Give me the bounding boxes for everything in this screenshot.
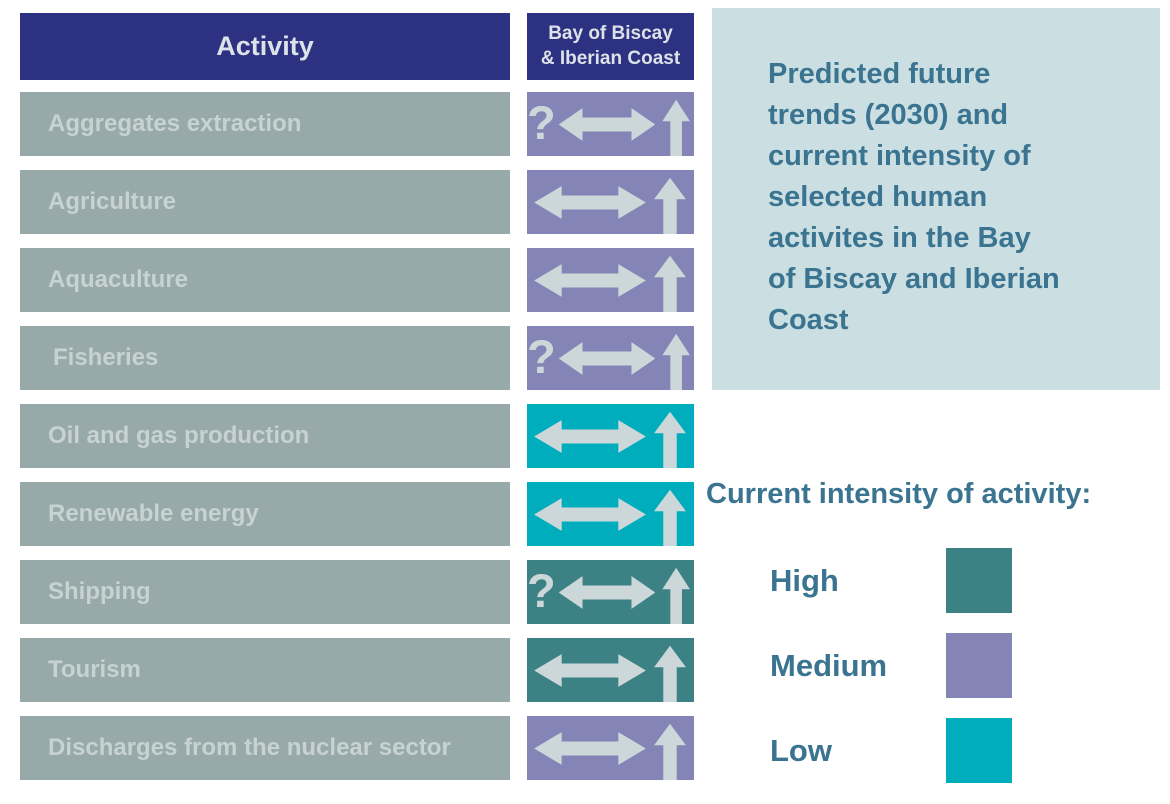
figure-title-line: trends (2030) and (768, 99, 1009, 131)
question-mark-icon: ? (527, 563, 556, 617)
legend-swatch-high (946, 548, 1012, 613)
up-arrow-icon (653, 411, 686, 468)
legend-swatch-medium (946, 633, 1012, 698)
trend-cell: ? (527, 482, 694, 546)
horizontal-double-arrow-icon (533, 185, 646, 219)
activity-row: Renewable energy (20, 482, 510, 546)
activity-label: Discharges from the nuclear sector (48, 734, 451, 761)
figure-title-line: Coast (768, 304, 849, 336)
up-arrow-icon (653, 723, 686, 780)
legend-item-low: Low (712, 718, 1160, 783)
legend-label-high: High (770, 562, 839, 598)
activity-row: Discharges from the nuclear sector (20, 716, 510, 780)
figure-title-line: selected human (768, 181, 988, 213)
question-mark-icon: ? (527, 95, 556, 149)
horizontal-double-arrow-icon (558, 107, 655, 141)
legend-title: Current intensity of activity: (706, 478, 1092, 510)
activity-label: Tourism (48, 656, 141, 683)
up-arrow-icon (653, 645, 686, 702)
activity-header-label: Activity (216, 31, 314, 61)
activity-row: Aquaculture (20, 248, 510, 312)
horizontal-double-arrow-icon (533, 653, 646, 687)
legend-swatch-low (946, 718, 1012, 783)
horizontal-double-arrow-icon (558, 575, 655, 609)
trend-cell: ? (527, 170, 694, 234)
up-arrow-icon (653, 255, 686, 312)
activity-label: Oil and gas production (48, 422, 310, 449)
trend-cell: ? (527, 560, 694, 624)
figure-title-line: activites in the Bay (768, 222, 1031, 254)
activity-row: Tourism (20, 638, 510, 702)
trend-cell: ? (527, 638, 694, 702)
activity-column-header: Activity (20, 13, 510, 80)
region-header-line1: Bay of Biscay (548, 23, 673, 45)
activity-label: Shipping (48, 578, 151, 605)
activity-label: Aquaculture (48, 266, 189, 293)
legend-label-medium: Medium (770, 647, 888, 683)
up-arrow-icon (653, 177, 686, 234)
activity-row: Oil and gas production (20, 404, 510, 468)
activity-label: Fisheries (53, 344, 159, 371)
up-arrow-icon (662, 567, 690, 624)
up-arrow-icon (653, 489, 686, 546)
figure-title-line: of Biscay and Iberian (768, 263, 1060, 295)
activity-label: Aggregates extraction (48, 110, 302, 137)
figure-title: Predicted future trends (2030) and curre… (768, 54, 1140, 341)
horizontal-double-arrow-icon (558, 341, 655, 375)
horizontal-double-arrow-icon (533, 263, 646, 297)
region-header-line2: & Iberian Coast (540, 47, 681, 69)
horizontal-double-arrow-icon (533, 731, 646, 765)
figure-title-line: Predicted future (768, 58, 991, 90)
horizontal-double-arrow-icon (533, 497, 646, 531)
activity-label: Renewable energy (48, 500, 259, 527)
activity-row: Fisheries (20, 326, 510, 390)
legend-label-low: Low (770, 732, 832, 768)
activity-row: Shipping (20, 560, 510, 624)
activity-row: Aggregates extraction (20, 92, 510, 156)
intensity-legend: High Medium Low (712, 548, 1160, 803)
trend-cell: ? (527, 404, 694, 468)
trend-cell: ? (527, 716, 694, 780)
figure-title-line: current intensity of (768, 140, 1031, 172)
region-column-header: Bay of Biscay & Iberian Coast (527, 13, 694, 80)
up-arrow-icon (662, 99, 690, 156)
trend-cell: ? (527, 326, 694, 390)
activity-label: Agriculture (48, 188, 177, 215)
trend-cell: ? (527, 248, 694, 312)
question-mark-icon: ? (527, 329, 556, 383)
horizontal-double-arrow-icon (533, 419, 646, 453)
activity-row: Agriculture (20, 170, 510, 234)
title-box: Predicted future trends (2030) and curre… (712, 8, 1160, 390)
activity-column: Activity Aggregates extraction Agricultu… (20, 13, 510, 794)
legend-item-medium: Medium (712, 633, 1160, 698)
trend-cell: ? (527, 92, 694, 156)
legend-item-high: High (712, 548, 1160, 613)
up-arrow-icon (662, 333, 690, 390)
trend-column: Bay of Biscay & Iberian Coast ? ? ? ? ? … (527, 13, 694, 794)
